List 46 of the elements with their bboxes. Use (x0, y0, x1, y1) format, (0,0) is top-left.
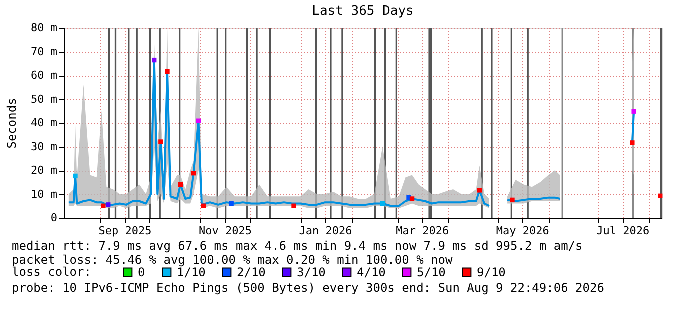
point (658, 194, 663, 198)
point (165, 69, 170, 74)
x-tick-label: Sep 2025 (98, 224, 152, 238)
y-tick-label: 60 m (31, 69, 58, 82)
point (477, 188, 482, 193)
x-tick-label: Mar 2026 (396, 224, 450, 238)
point (410, 196, 415, 202)
point (191, 171, 196, 176)
x-tick-label: Jan 2026 (299, 224, 352, 238)
y-axis-title: Seconds (5, 98, 20, 149)
text: median rtt: 7.9 ms avg 67.6 ms max 4.6 ms min 9.4 ms now 7.9 ms sd 995.2 m am/s (12, 239, 583, 253)
legend-label: 5/10 (417, 265, 446, 280)
point (178, 182, 183, 188)
legend-label: 3/10 (297, 265, 326, 280)
legend-label: 4/10 (357, 265, 386, 280)
text: packet loss: 45.46 % avg 100.00 % max 0.20 % min 100.00 % now (12, 253, 454, 267)
point (380, 201, 386, 206)
y-tick-label: 50 m (31, 92, 58, 106)
point (106, 202, 111, 208)
y-tick-label: 30 m (31, 140, 58, 154)
point (101, 204, 106, 208)
x-tick-label: May 2026 (496, 224, 550, 238)
chart-title: Last 365 Days (312, 4, 414, 19)
point (158, 140, 164, 144)
legend-title: loss color: (12, 265, 92, 279)
legend-label: 9/10 (477, 265, 506, 280)
point (196, 118, 202, 124)
x-tick-label: Nov 2025 (199, 224, 252, 238)
point (201, 204, 206, 208)
y-tick-label: 0 (50, 212, 58, 224)
point (510, 198, 515, 203)
y-tick-label: 20 m (31, 164, 58, 177)
point (632, 109, 636, 114)
point (73, 174, 78, 179)
y-tick-label: 80 m (31, 22, 58, 34)
x-tick-label: Jul 2026 (596, 224, 650, 238)
legend-label: 2/10 (237, 265, 266, 280)
y-tick-label: 70 m (31, 45, 58, 58)
text: probe: 10 IPv6-ICMP Echo Pings (500 Bytes) every 300s end: Sun Aug 9 22:49:06 2026 (12, 281, 604, 295)
y-tick-label: 40 m (31, 116, 58, 130)
point (292, 204, 296, 208)
point (630, 140, 635, 146)
point (229, 201, 234, 206)
y-tick-label: 10 m (31, 188, 58, 201)
point (152, 58, 157, 63)
legend-label: 0 (138, 265, 146, 280)
